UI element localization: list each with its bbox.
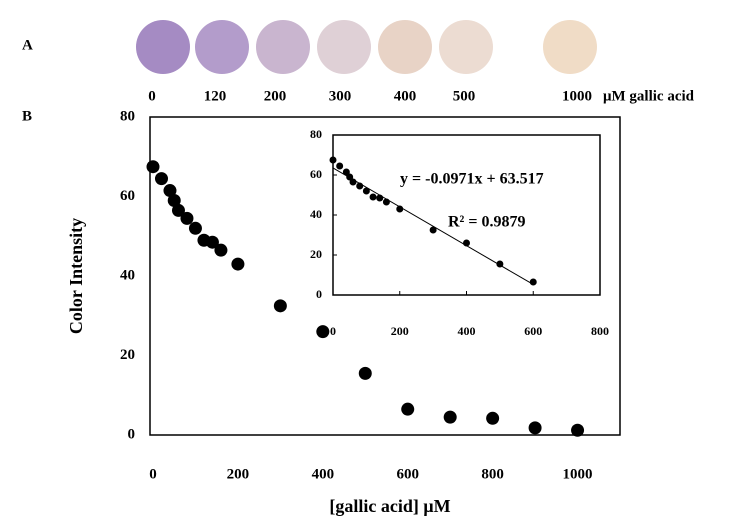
spot-label: 120 xyxy=(204,88,227,104)
spot-label: 0 xyxy=(148,88,156,104)
y-tick-label: 80 xyxy=(120,108,135,124)
spot-label: 300 xyxy=(329,88,352,104)
data-point xyxy=(363,188,370,195)
y-tick-label: 0 xyxy=(316,287,322,301)
color-spot xyxy=(378,20,432,74)
color-spot xyxy=(136,20,190,74)
panel-label: A xyxy=(22,37,33,53)
data-point xyxy=(336,163,343,170)
color-spot xyxy=(317,20,371,74)
x-tick-label: 0 xyxy=(149,466,157,482)
data-point xyxy=(370,194,377,201)
figure: A μM gallic acid B [gallic acid] μM Colo… xyxy=(0,0,737,520)
data-point xyxy=(356,183,363,190)
x-tick-label: 400 xyxy=(458,324,476,338)
data-point xyxy=(401,403,414,416)
color-spot xyxy=(439,20,493,74)
data-point xyxy=(486,412,499,425)
fit-r2: R² = 0.9879 xyxy=(448,214,525,231)
data-point xyxy=(376,195,383,202)
panel-label: B xyxy=(22,108,32,124)
y-tick-label: 20 xyxy=(120,347,135,363)
x-tick-label: 600 xyxy=(396,466,419,482)
data-point xyxy=(147,160,160,173)
data-point xyxy=(496,261,503,268)
data-point xyxy=(530,279,537,286)
data-point xyxy=(359,367,372,380)
data-point xyxy=(274,299,287,312)
data-point xyxy=(214,244,227,257)
data-point xyxy=(316,325,329,338)
color-spot xyxy=(195,20,249,74)
y-tick-label: 40 xyxy=(310,207,322,221)
data-point xyxy=(463,240,470,247)
data-point xyxy=(189,222,202,235)
data-point xyxy=(396,206,403,213)
data-point xyxy=(383,199,390,206)
x-tick-label: 600 xyxy=(524,324,542,338)
x-tick-label: 800 xyxy=(481,466,504,482)
spot-label: 400 xyxy=(394,88,417,104)
unit-label: μM gallic acid xyxy=(603,88,695,104)
x-tick-label: 200 xyxy=(227,466,250,482)
data-point xyxy=(444,411,457,424)
data-point xyxy=(529,421,542,434)
y-tick-label: 40 xyxy=(120,267,135,283)
y-tick-label: 80 xyxy=(310,127,322,141)
data-point xyxy=(571,424,584,437)
data-point xyxy=(180,212,193,225)
y-tick-label: 60 xyxy=(310,167,322,181)
y-axis-label: Color Intensity xyxy=(66,218,86,334)
data-point xyxy=(330,157,337,164)
spot-label: 500 xyxy=(453,88,476,104)
color-spot xyxy=(256,20,310,74)
color-spot xyxy=(543,20,597,74)
data-point xyxy=(231,258,244,271)
x-tick-label: 200 xyxy=(391,324,409,338)
data-point xyxy=(350,179,357,186)
spot-label: 200 xyxy=(264,88,287,104)
data-point xyxy=(155,172,168,185)
x-tick-label: 0 xyxy=(330,324,336,338)
x-tick-label: 400 xyxy=(312,466,335,482)
y-tick-label: 20 xyxy=(310,247,322,261)
x-axis-label: [gallic acid] μM xyxy=(329,496,450,516)
y-tick-label: 0 xyxy=(128,426,136,442)
spot-label: 1000 xyxy=(562,88,592,104)
fit-equation: y = -0.0971x + 63.517 xyxy=(400,171,544,188)
x-tick-label: 800 xyxy=(591,324,609,338)
y-tick-label: 60 xyxy=(120,188,135,204)
data-point xyxy=(430,227,437,234)
x-tick-label: 1000 xyxy=(563,466,593,482)
